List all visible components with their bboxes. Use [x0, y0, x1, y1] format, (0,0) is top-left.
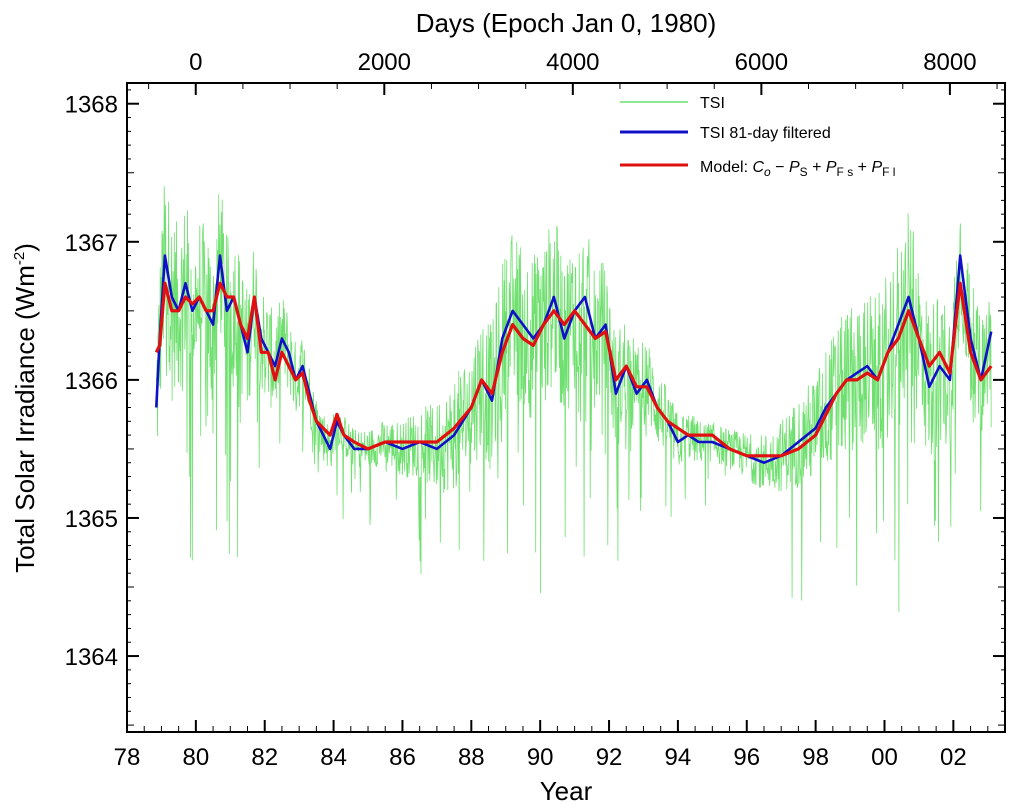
legend-label-tsi: TSI — [700, 95, 725, 112]
x-tick-label: 82 — [251, 744, 278, 771]
x-tick-label: 84 — [320, 744, 347, 771]
y-tick-label: 1368 — [65, 92, 118, 119]
series-lines — [154, 254, 993, 464]
x-tick-label: 98 — [802, 744, 829, 771]
x2-axis-title: Days (Epoch Jan 0, 1980) — [416, 8, 717, 38]
x-tick-label: 78 — [114, 744, 141, 771]
model-line — [154, 281, 993, 458]
x-tick-label: 02 — [940, 744, 967, 771]
x2-tick-label: 8000 — [923, 49, 976, 76]
x-tick-label: 90 — [527, 744, 554, 771]
axis-ticks: 78 80 82 84 86 88 90 92 94 96 98 00 02 0 2000 4000 6000 8… — [65, 49, 1006, 771]
y-tick-label: 1366 — [65, 368, 118, 395]
x-tick-label: 88 — [458, 744, 485, 771]
y-axis-title: Total Solar Irradiance (Wm-2) — [10, 243, 40, 573]
x2-tick-label: 2000 — [358, 49, 411, 76]
tsi-daily-line — [155, 186, 992, 613]
legend-label-filtered: TSI 81-day filtered — [700, 125, 831, 142]
x-tick-label: 00 — [871, 744, 898, 771]
legend: TSI TSI 81-day filtered Model: Co − PS +… — [620, 95, 895, 179]
y-tick-label: 1365 — [65, 506, 118, 533]
x-tick-label: 96 — [733, 744, 760, 771]
x-tick-label: 92 — [596, 744, 623, 771]
x-tick-label: 94 — [665, 744, 692, 771]
x-tick-label: 86 — [389, 744, 416, 771]
tsi-daily-series — [155, 186, 992, 613]
y-tick-label: 1367 — [65, 230, 118, 257]
filtered-line — [155, 254, 993, 464]
x2-tick-label: 0 — [189, 49, 202, 76]
legend-label-model: Model: Co − PS + PF s + PF l — [700, 159, 895, 179]
x-axis-title: Year — [540, 776, 593, 804]
x2-tick-label: 4000 — [546, 49, 599, 76]
y-tick-label: 1364 — [65, 644, 118, 671]
x2-tick-label: 6000 — [735, 49, 788, 76]
x-tick-label: 80 — [183, 744, 210, 771]
